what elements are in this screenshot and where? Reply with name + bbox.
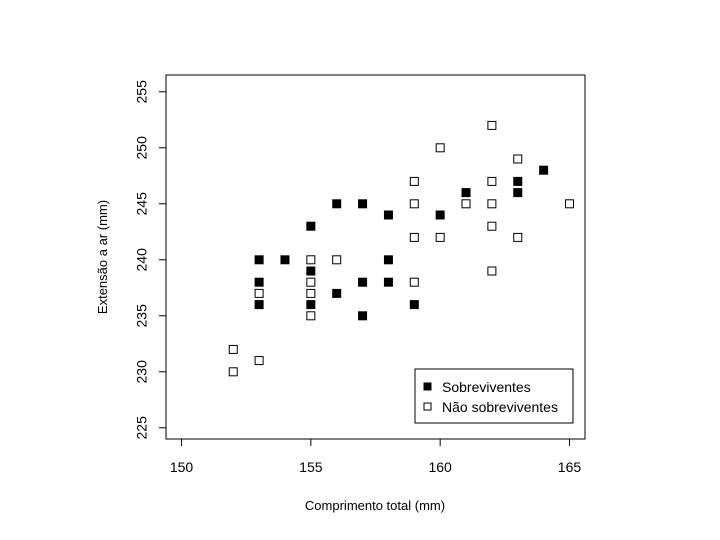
point-sobreviventes [383,210,393,220]
point-nao-sobreviventes [564,199,574,209]
x-tick-label: 165 [558,459,582,475]
legend-box [414,368,574,424]
point-sobreviventes [383,277,393,287]
point-sobreviventes [435,210,445,220]
legend-marker-nao-sobreviventes [423,402,432,411]
point-nao-sobreviventes [306,255,316,265]
y-tick-label: 255 [134,80,150,104]
point-nao-sobreviventes [254,356,264,366]
point-nao-sobreviventes [228,344,238,354]
y-axis-label: Extensão a ar (mm) [95,200,110,314]
point-sobreviventes [358,311,368,321]
y-tick-label: 250 [134,136,150,160]
y-tick-label: 225 [134,416,150,440]
y-tick-label: 230 [134,360,150,384]
point-nao-sobreviventes [228,367,238,377]
point-sobreviventes [539,165,549,175]
point-nao-sobreviventes [306,288,316,298]
point-sobreviventes [358,277,368,287]
legend-label-sobreviventes: Sobreviventes [442,379,531,395]
y-tick-label: 240 [134,248,150,272]
data-points [228,120,574,377]
point-sobreviventes [461,188,471,198]
point-sobreviventes [254,300,264,310]
legend-marker-sobreviventes [423,382,432,391]
x-tick-label: 160 [428,459,452,475]
point-sobreviventes [409,300,419,310]
y-axis: 225 230 235 240 245 250 255 [134,80,167,440]
point-nao-sobreviventes [513,154,523,164]
point-nao-sobreviventes [409,176,419,186]
point-sobreviventes [513,188,523,198]
point-nao-sobreviventes [435,232,445,242]
point-nao-sobreviventes [409,199,419,209]
point-sobreviventes [513,176,523,186]
y-tick-label: 235 [134,304,150,328]
point-sobreviventes [254,277,264,287]
point-nao-sobreviventes [409,232,419,242]
x-axis: 150 155 160 165 [170,438,582,475]
point-nao-sobreviventes [409,277,419,287]
point-sobreviventes [306,221,316,231]
point-sobreviventes [383,255,393,265]
point-sobreviventes [306,300,316,310]
point-sobreviventes [332,199,342,209]
point-nao-sobreviventes [487,120,497,130]
x-tick-label: 155 [299,459,323,475]
point-sobreviventes [358,199,368,209]
point-nao-sobreviventes [332,255,342,265]
point-nao-sobreviventes [435,143,445,153]
point-nao-sobreviventes [461,199,471,209]
point-sobreviventes [306,266,316,276]
point-nao-sobreviventes [487,221,497,231]
legend-label-nao-sobreviventes: Não sobreviventes [442,399,558,415]
point-nao-sobreviventes [254,288,264,298]
legend: Sobreviventes Não sobreviventes [414,368,574,424]
point-nao-sobreviventes [306,277,316,287]
x-tick-label: 150 [170,459,194,475]
y-tick-label: 245 [134,192,150,216]
point-nao-sobreviventes [487,176,497,186]
point-nao-sobreviventes [306,311,316,321]
x-axis-label: Comprimento total (mm) [305,498,445,513]
point-nao-sobreviventes [487,266,497,276]
point-sobreviventes [332,288,342,298]
point-sobreviventes [254,255,264,265]
point-nao-sobreviventes [513,232,523,242]
point-sobreviventes [280,255,290,265]
point-nao-sobreviventes [487,199,497,209]
